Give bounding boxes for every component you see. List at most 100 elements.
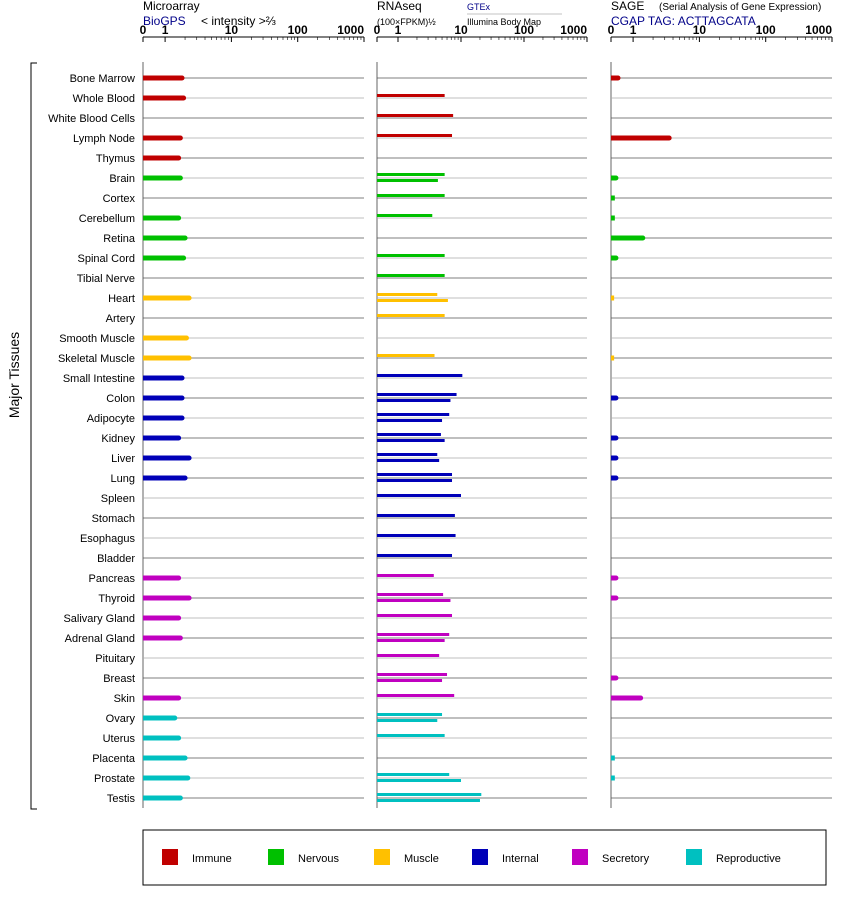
tissue-label: Testis — [107, 793, 136, 805]
tissue-label: Cerebellum — [79, 213, 135, 225]
tissue-label: Prostate — [94, 773, 135, 785]
legend-label-internal: Internal — [502, 853, 539, 865]
microarray-bar — [143, 695, 179, 701]
tissue-label: Kidney — [101, 433, 135, 445]
tissue-label: Spinal Cord — [78, 253, 135, 265]
sage-bar — [611, 135, 670, 141]
microarray-bar — [143, 375, 183, 381]
sage-bar-cap — [615, 75, 621, 81]
tissue-label: Cortex — [103, 193, 136, 205]
tissue-label: Spleen — [101, 493, 135, 505]
microarray-bar-cap — [176, 155, 182, 161]
tissue-label: Esophagus — [80, 533, 136, 545]
legend-swatch-immune — [162, 849, 178, 865]
sage-bar — [611, 235, 643, 241]
microarray-bar — [143, 215, 179, 221]
rnaseq-bar — [377, 114, 454, 117]
tissue-label: Placenta — [92, 753, 136, 765]
tissue-label: Colon — [106, 393, 135, 405]
microarray-bar-cap — [172, 715, 178, 721]
microarray-bar-cap — [179, 395, 185, 401]
microarray-bar-cap — [181, 95, 187, 101]
tissue-label: Whole Blood — [73, 93, 135, 105]
rnaseq-bar — [377, 694, 455, 697]
legend-swatch-internal — [472, 849, 488, 865]
rnaseq-bar — [377, 374, 463, 377]
rnaseq-bar — [377, 713, 443, 716]
tissue-label: Brain — [109, 173, 135, 185]
microarray-bar-cap — [179, 415, 185, 421]
sage-bar — [611, 215, 615, 221]
sage-bar — [611, 355, 615, 361]
tissue-label: Breast — [103, 673, 135, 685]
sage-bar-cap — [613, 595, 619, 601]
sage-tick-label: 10 — [693, 23, 707, 37]
microarray-bar-cap — [182, 755, 188, 761]
rnaseq-bar — [377, 419, 443, 422]
microarray-tick-label: 1000 — [337, 23, 364, 37]
microarray-bar-cap — [181, 255, 187, 261]
rnaseq-bar — [377, 654, 440, 657]
microarray-bar-cap — [186, 595, 192, 601]
rnaseq-bar — [377, 799, 480, 802]
rnaseq-bar — [377, 459, 440, 462]
sage-bar — [611, 755, 615, 761]
microarray-bar — [143, 335, 187, 341]
rnaseq-tick-label: 1 — [395, 23, 402, 37]
microarray-bar — [143, 475, 186, 481]
rnaseq-bar — [377, 314, 445, 317]
rnaseq-bar — [377, 399, 451, 402]
sage-title-note: (Serial Analysis of Gene Expression) — [659, 2, 821, 13]
microarray-bar-cap — [176, 615, 182, 621]
tissue-label: Bone Marrow — [70, 73, 135, 85]
sage-tick-label: 100 — [756, 23, 776, 37]
rnaseq-bar — [377, 393, 457, 396]
tissue-label: White Blood Cells — [48, 113, 135, 125]
sage-bar — [611, 695, 641, 701]
rnaseq-bar — [377, 473, 453, 476]
rnaseq-tick-label: 100 — [514, 23, 534, 37]
rnaseq-bar — [377, 439, 445, 442]
rnaseq-bar — [377, 574, 434, 577]
tissue-label: Adrenal Gland — [65, 633, 135, 645]
microarray-bar — [143, 755, 186, 761]
rnaseq-bar — [377, 793, 482, 796]
rnaseq-bar — [377, 254, 445, 257]
rnaseq-series-illumina-label: Illumina Body Map — [467, 17, 541, 27]
microarray-bar-cap — [176, 735, 182, 741]
sage-bar-cap — [613, 395, 619, 401]
microarray-bar-cap — [182, 475, 188, 481]
microarray-header: Microarray BioGPS < intensity >⅔ — [143, 0, 276, 28]
rnaseq-bar — [377, 719, 438, 722]
rnaseq-tick-label: 0 — [374, 23, 381, 37]
rnaseq-bar — [377, 773, 450, 776]
sage-bar-cap — [638, 695, 644, 701]
microarray-bar — [143, 455, 190, 461]
major-tissues-bracket: Major Tissues — [6, 62, 37, 810]
microarray-bar — [143, 575, 179, 581]
group-label: Major Tissues — [6, 332, 22, 418]
sage-subtitle: CGAP TAG: ACTTAGCATA — [611, 14, 756, 28]
microarray-bar — [143, 435, 179, 441]
tissue-label: Small Intestine — [63, 373, 135, 385]
tissue-label: Adipocyte — [87, 413, 135, 425]
microarray-bar — [143, 155, 179, 161]
microarray-bar — [143, 135, 181, 141]
rnaseq-header: RNAseq (100×FPKM)½ GTEx Illumina Body Ma… — [377, 0, 562, 27]
tissue-label: Pituitary — [95, 653, 135, 665]
tissue-label: Heart — [108, 293, 135, 305]
legend-swatch-secretory — [572, 849, 588, 865]
legend-label-nervous: Nervous — [298, 853, 339, 865]
microarray-bar — [143, 715, 175, 721]
rnaseq-bar — [377, 673, 448, 676]
rnaseq-bar — [377, 639, 445, 642]
rnaseq-bar — [377, 299, 448, 302]
legend-label-reproductive: Reproductive — [716, 853, 781, 865]
legend-label-secretory: Secretory — [602, 853, 650, 865]
microarray-bar-cap — [183, 335, 189, 341]
microarray-bar-cap — [177, 175, 183, 181]
rnaseq-bar — [377, 354, 435, 357]
rnaseq-bar — [377, 599, 451, 602]
microarray-bar-cap — [176, 435, 182, 441]
sage-bar — [611, 75, 618, 81]
